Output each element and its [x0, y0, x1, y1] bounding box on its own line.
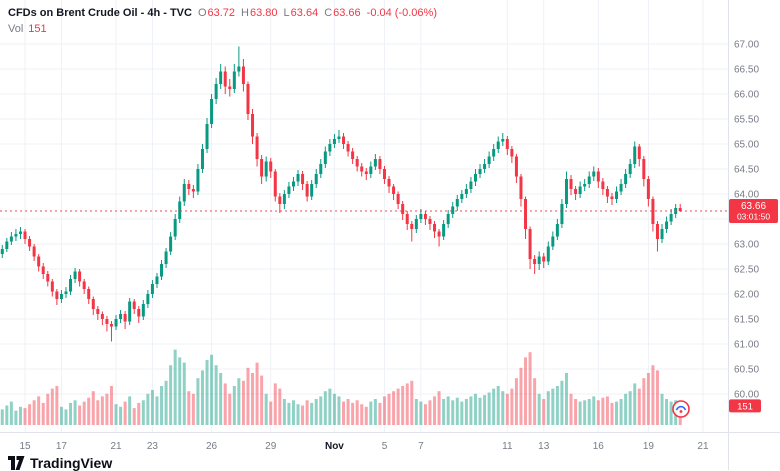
- svg-text:Nov: Nov: [325, 441, 344, 452]
- svg-text:29: 29: [265, 441, 277, 452]
- svg-text:60.00: 60.00: [734, 390, 759, 401]
- svg-text:67.00: 67.00: [734, 40, 759, 51]
- svg-text:13: 13: [538, 441, 550, 452]
- open-value: 63.72: [207, 7, 236, 19]
- svg-text:21: 21: [110, 441, 122, 452]
- volume-badge: 151: [729, 399, 761, 413]
- svg-text:7: 7: [418, 441, 424, 452]
- svg-text:23: 23: [147, 441, 159, 452]
- volume-bars: [0, 349, 682, 425]
- volume-legend: Vol 151: [8, 23, 47, 35]
- svg-text:63.66: 63.66: [741, 201, 766, 212]
- sticker-icon: [671, 399, 691, 419]
- high-value: 63.80: [250, 7, 278, 19]
- svg-text:63.00: 63.00: [734, 240, 759, 251]
- svg-text:66.00: 66.00: [734, 90, 759, 101]
- candles: [0, 46, 682, 342]
- svg-text:65.00: 65.00: [734, 140, 759, 151]
- symbol-title[interactable]: CFDs on Brent Crude Oil - 4h - TVC: [8, 7, 192, 19]
- time-axis[interactable]: 15 17 21 23 26 29 Nov 5 7 11 13 16 19 21: [19, 441, 709, 452]
- svg-text:15: 15: [19, 441, 31, 452]
- svg-text:66.50: 66.50: [734, 65, 759, 76]
- svg-text:17: 17: [56, 441, 68, 452]
- svg-text:62.00: 62.00: [734, 290, 759, 301]
- grid-lines: [0, 0, 728, 432]
- svg-text:5: 5: [382, 441, 388, 452]
- open-label: O: [197, 7, 207, 19]
- svg-text:151: 151: [737, 401, 753, 412]
- volume-value: 151: [28, 23, 47, 35]
- svg-text:03:01:50: 03:01:50: [737, 212, 770, 222]
- change-value: -0.04 (-0.06%): [366, 7, 437, 19]
- svg-text:61.00: 61.00: [734, 340, 759, 351]
- tradingview-logo-icon: [8, 455, 25, 471]
- close-value: 63.66: [333, 7, 361, 19]
- svg-text:16: 16: [593, 441, 605, 452]
- tradingview-logo-text: TradingView: [30, 455, 113, 471]
- svg-text:64.50: 64.50: [734, 165, 759, 176]
- chart-legend: CFDs on Brent Crude Oil - 4h - TVC O 63.…: [8, 7, 437, 19]
- low-label: L: [283, 7, 290, 19]
- low-value: 63.64: [290, 7, 319, 19]
- svg-text:26: 26: [206, 441, 218, 452]
- svg-text:62.50: 62.50: [734, 265, 759, 276]
- svg-text:61.50: 61.50: [734, 315, 759, 326]
- svg-text:65.50: 65.50: [734, 115, 759, 126]
- svg-text:64.00: 64.00: [734, 190, 759, 201]
- svg-text:11: 11: [502, 441, 513, 452]
- svg-text:60.50: 60.50: [734, 365, 759, 376]
- svg-text:21: 21: [697, 441, 709, 452]
- svg-text:19: 19: [643, 441, 655, 452]
- tradingview-logo[interactable]: TradingView: [8, 455, 112, 471]
- close-label: C: [324, 7, 333, 19]
- volume-label: Vol: [8, 23, 24, 35]
- high-label: H: [241, 7, 249, 19]
